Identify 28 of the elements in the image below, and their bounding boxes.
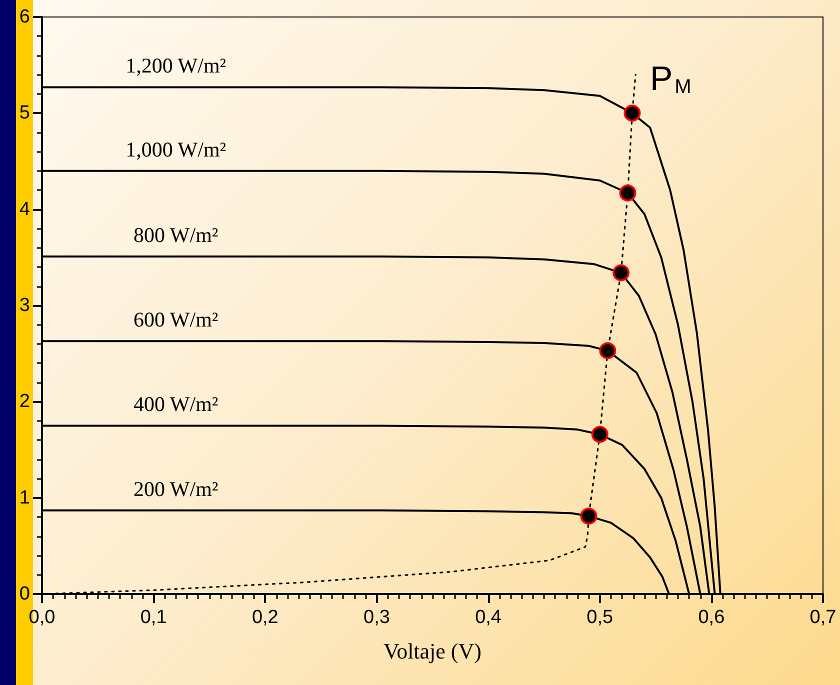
x-tick-label: 0,3: [364, 607, 390, 628]
y-tick-label: 6: [19, 6, 30, 28]
x-tick-label: 0,7: [810, 607, 836, 628]
x-tick-label: 0,5: [586, 607, 614, 628]
series-label: 800 W/m²: [134, 222, 218, 247]
series-label: 1,200 W/m²: [126, 54, 226, 78]
y-tick-label: 2: [19, 391, 30, 412]
series-label: 600 W/m²: [134, 308, 218, 332]
y-tick-label: 3: [19, 295, 30, 316]
y-tick-label: 0: [19, 584, 30, 604]
annotation: PM: [650, 60, 692, 98]
x-tick-label: 0,4: [475, 607, 502, 628]
y-tick-label: 1: [19, 487, 30, 508]
x-tick-label: 0,1: [140, 607, 167, 628]
series-label: 400 W/m²: [134, 392, 218, 416]
y-tick-label: 5: [19, 102, 30, 124]
series-label: 1,000 W/m²: [126, 137, 226, 162]
point: [619, 184, 636, 202]
point: [591, 426, 608, 443]
series-label: 200 W/m²: [134, 476, 218, 501]
y-tick-label: 4: [19, 198, 30, 220]
x-tick-label: 0,6: [698, 607, 725, 628]
x-axis-title: Voltaje (V): [384, 638, 482, 664]
x-tick-label: 0,2: [252, 607, 278, 628]
point: [612, 264, 630, 282]
point: [624, 104, 641, 122]
point: [580, 508, 598, 525]
point: [599, 342, 616, 360]
